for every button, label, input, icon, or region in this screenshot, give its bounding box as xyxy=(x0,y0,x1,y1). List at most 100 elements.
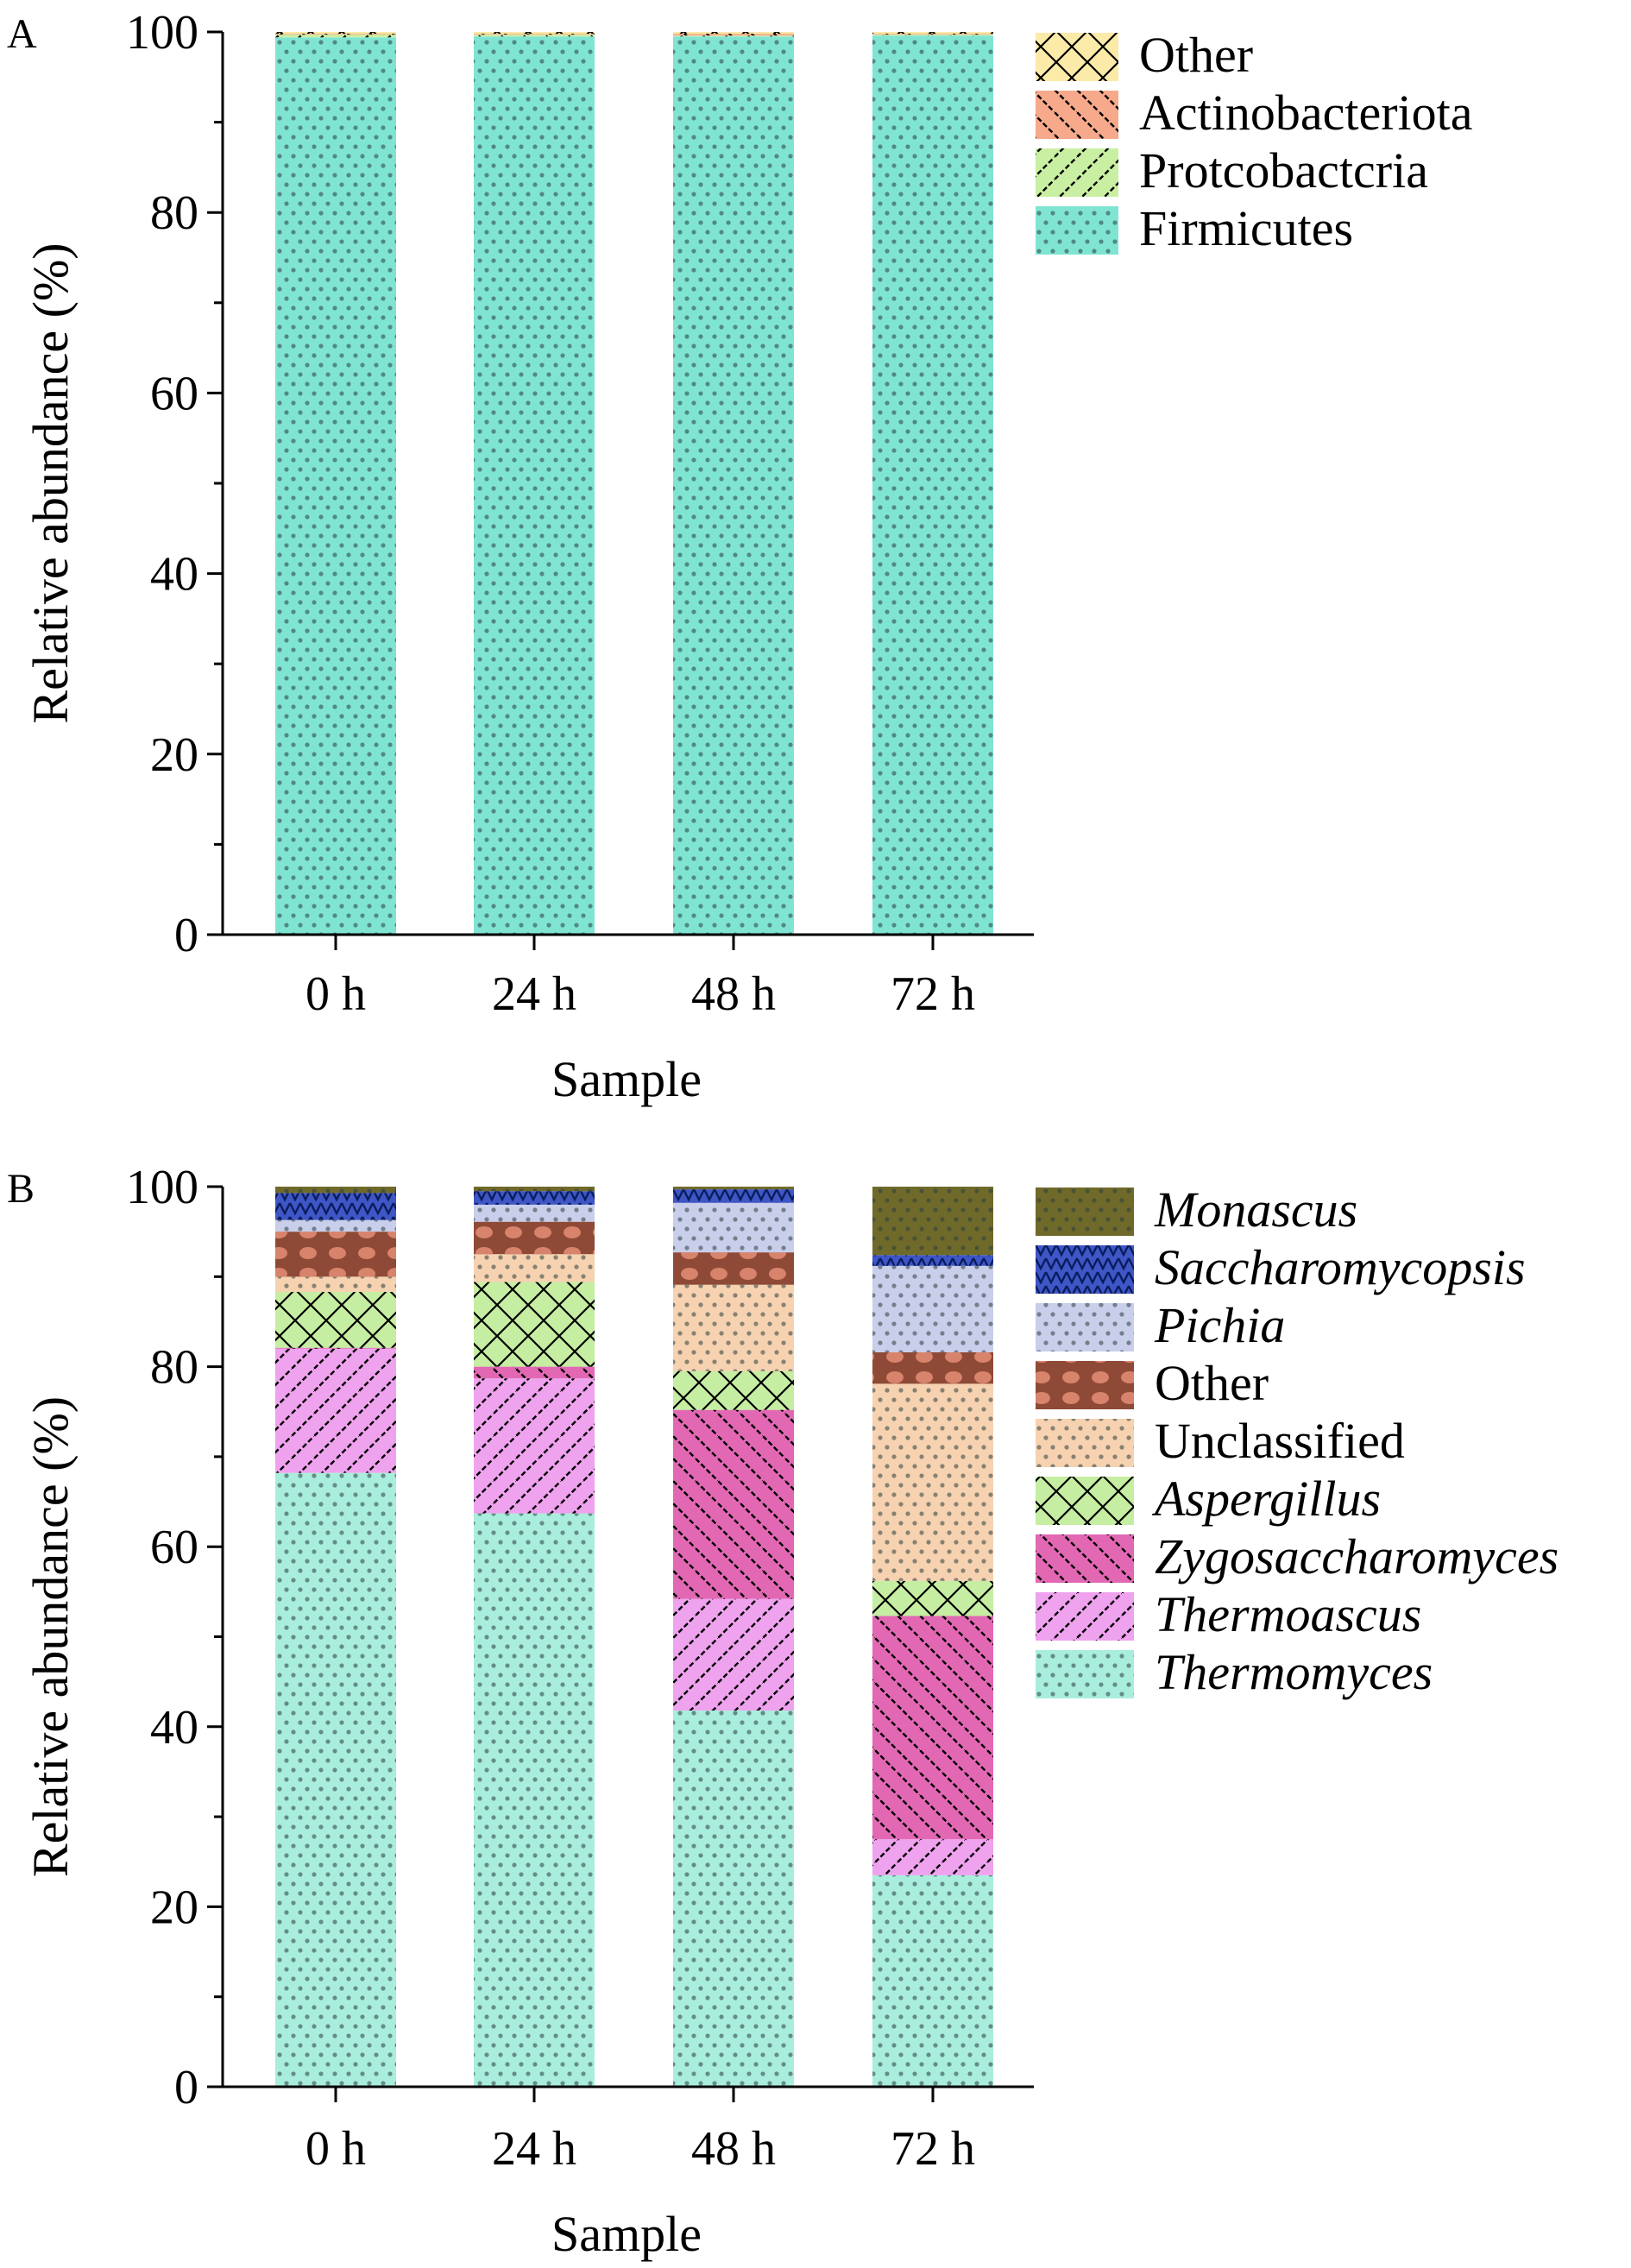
legend-swatch-pattern xyxy=(1036,1419,1134,1467)
bar-48-h-protcobactcria-pattern xyxy=(673,35,794,37)
legend-swatch-pattern xyxy=(1036,1592,1134,1641)
bar-0-h-unclassified-pattern xyxy=(275,1276,396,1293)
y-tick-label: 60 xyxy=(150,367,198,420)
bar-72-h-actinobacteriota-pattern xyxy=(872,34,993,35)
bar-0-h-aspergillus-pattern xyxy=(275,1292,396,1348)
y-tick-label: 20 xyxy=(150,1881,198,1934)
bar-72-h-other-pattern xyxy=(872,1351,993,1384)
legend-label-firmicutes: Firmicutes xyxy=(1139,200,1353,256)
bar-72-h-pichia-pattern xyxy=(872,1265,993,1352)
x-tick-label: 24 h xyxy=(492,2122,576,2176)
y-tick-label: 80 xyxy=(150,1341,198,1395)
y-axis-title: Relative abundance (%) xyxy=(22,243,79,723)
bar-24-h-firmicutes-pattern xyxy=(474,36,595,936)
bar-24-h-other-pattern xyxy=(474,1221,595,1255)
bar-48-h-saccharomycopsis-pattern xyxy=(673,1189,794,1203)
bar-0-h-actinobacteriota-pattern xyxy=(275,34,396,35)
bar-48-h-firmicutes-pattern xyxy=(673,36,794,936)
bar-0-h-firmicutes-pattern xyxy=(275,37,396,935)
legend-swatch-pattern xyxy=(1036,1534,1134,1583)
x-tick-label: 72 h xyxy=(891,2122,975,2176)
bar-24-h-saccharomycopsis-pattern xyxy=(474,1191,595,1205)
x-axis-title: Sample xyxy=(551,2206,702,2262)
legend-swatch-pattern xyxy=(1036,1477,1134,1525)
y-tick-label: 40 xyxy=(150,1701,198,1755)
legend-label-unclassified: Unclassified xyxy=(1155,1413,1405,1469)
bar-24-h-monascus-pattern xyxy=(474,1187,595,1192)
bar-24-h-thermomyces-pattern xyxy=(474,1513,595,2087)
bar-72-h-aspergillus-pattern xyxy=(872,1580,993,1616)
bar-0-h-zygosaccharomyces-pattern xyxy=(275,1347,396,1349)
legend: MonascusSaccharomycopsisPichiaOtherUncla… xyxy=(1036,1181,1559,1700)
bar-48-h-aspergillus-pattern xyxy=(673,1370,794,1410)
bar-48-h-thermoascus-pattern xyxy=(673,1598,794,1711)
y-tick-label: 60 xyxy=(150,1521,198,1574)
panel-a: A 0 20 40 60 80 100 0 h 24 h 48 h 72 h Sample Relati… xyxy=(7,6,1473,1107)
x-tick-label: 0 h xyxy=(305,967,366,1021)
bar-0-h-monascus-pattern xyxy=(275,1187,396,1194)
y-tick-label: 80 xyxy=(150,186,198,240)
bar-0-h-other-pattern xyxy=(275,32,396,35)
bar-48-h-monascus-pattern xyxy=(673,1187,794,1190)
bar-24-h-protcobactcria-pattern xyxy=(474,35,595,37)
bar-48-h-unclassified-pattern xyxy=(673,1284,794,1371)
legend-swatch-pattern xyxy=(1036,1361,1134,1409)
legend-label-actinobacteriota: Actinobacteriota xyxy=(1139,85,1473,141)
legend-label-other: Other xyxy=(1155,1355,1269,1411)
legend-swatch-pattern xyxy=(1036,33,1118,81)
legend-label-aspergillus: Aspergillus xyxy=(1151,1471,1381,1527)
bar-48-h-thermomyces-pattern xyxy=(673,1710,794,2087)
x-tick-label: 0 h xyxy=(305,2122,366,2176)
panel-letter: A xyxy=(7,11,37,57)
bar-24-h-aspergillus-pattern xyxy=(474,1282,595,1367)
legend-swatch-pattern xyxy=(1036,1188,1134,1236)
bar-24-h-actinobacteriota-pattern xyxy=(474,34,595,35)
bar-0-h-thermoascus-pattern xyxy=(275,1348,396,1473)
bar-48-h-actinobacteriota-pattern xyxy=(673,34,794,36)
legend-label-other: Other xyxy=(1139,27,1253,83)
bar-48-h-other-pattern xyxy=(673,1252,794,1285)
bar-72-h-firmicutes-pattern xyxy=(872,35,993,936)
bar-24-h-pichia-pattern xyxy=(474,1204,595,1222)
legend-label-saccharomycopsis: Saccharomycopsis xyxy=(1155,1239,1526,1295)
legend-swatch-pattern xyxy=(1036,148,1118,197)
x-tick-label: 48 h xyxy=(691,2122,776,2176)
y-tick-label: 0 xyxy=(174,2061,198,2114)
legend-swatch-pattern xyxy=(1036,1303,1134,1351)
x-tick-label: 72 h xyxy=(891,967,975,1021)
bar-48-h-zygosaccharomyces-pattern xyxy=(673,1409,794,1599)
legend-swatch-pattern xyxy=(1036,1245,1134,1294)
x-tick-label: 24 h xyxy=(492,967,576,1021)
x-axis-title: Sample xyxy=(551,1051,702,1107)
legend-swatch-pattern xyxy=(1036,206,1118,255)
bar-72-h-unclassified-pattern xyxy=(872,1383,993,1581)
y-tick-label: 20 xyxy=(150,728,198,782)
bar-0-h-saccharomycopsis-pattern xyxy=(275,1193,396,1220)
y-tick-label: 100 xyxy=(126,6,198,60)
legend: OtherActinobacteriotaProtcobactcriaFirmi… xyxy=(1036,27,1473,256)
legend-swatch-pattern xyxy=(1036,91,1118,139)
legend-label-thermomyces: Thermomyces xyxy=(1155,1644,1433,1700)
y-tick-label: 0 xyxy=(174,909,198,962)
y-axis-title: Relative abundance (%) xyxy=(22,1396,79,1877)
bar-24-h-thermoascus-pattern xyxy=(474,1378,595,1514)
legend-label-zygosaccharomyces: Zygosaccharomyces xyxy=(1155,1528,1559,1584)
bar-24-h-other-pattern xyxy=(474,32,595,35)
bar-48-h-other-pattern xyxy=(673,32,794,35)
legend-label-monascus: Monascus xyxy=(1154,1181,1357,1238)
bar-72-h-thermoascus-pattern xyxy=(872,1839,993,1875)
bar-72-h-zygosaccharomyces-pattern xyxy=(872,1616,993,1840)
bar-72-h-monascus-pattern xyxy=(872,1187,993,1256)
bar-0-h-thermomyces-pattern xyxy=(275,1472,396,2087)
legend-label-protcobactcria: Protcobactcria xyxy=(1139,142,1428,198)
x-tick-label: 48 h xyxy=(691,967,776,1021)
bar-24-h-zygosaccharomyces-pattern xyxy=(474,1366,595,1379)
bar-0-h-other-pattern xyxy=(275,1232,396,1277)
bar-0-h-protcobactcria-pattern xyxy=(275,35,396,38)
panel-letter: B xyxy=(7,1166,35,1212)
bar-72-h-thermomyces-pattern xyxy=(872,1874,993,2087)
legend-label-thermoascus: Thermoascus xyxy=(1155,1586,1421,1642)
bar-72-h-saccharomycopsis-pattern xyxy=(872,1255,993,1266)
y-tick-label: 40 xyxy=(150,548,198,602)
